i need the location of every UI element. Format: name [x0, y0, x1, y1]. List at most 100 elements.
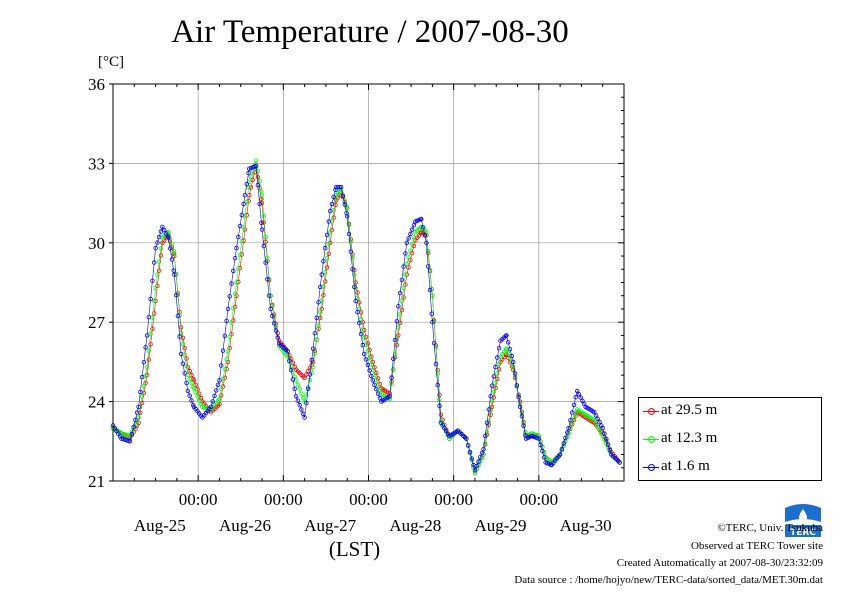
data-point — [469, 456, 474, 461]
data-point — [575, 388, 580, 394]
data-point — [323, 270, 328, 275]
data-point — [496, 346, 502, 351]
data-point — [275, 335, 280, 340]
data-point — [399, 307, 405, 313]
data-point — [227, 294, 232, 299]
y-axis-unit-label: [°C] — [98, 54, 124, 70]
data-point — [481, 447, 486, 452]
data-point — [391, 356, 396, 361]
data-point — [306, 369, 311, 374]
data-point — [166, 229, 171, 235]
data-point — [310, 365, 316, 370]
data-point — [397, 290, 403, 296]
x-tick-time-label: 00:00 — [264, 490, 303, 509]
data-point — [191, 378, 197, 383]
data-point — [259, 192, 265, 198]
data-point — [285, 349, 290, 354]
data-point — [401, 295, 406, 300]
data-point — [153, 298, 158, 304]
data-point — [607, 447, 612, 453]
data-point — [316, 300, 321, 305]
data-point — [239, 212, 244, 218]
data-point — [503, 333, 508, 339]
data-point — [146, 315, 151, 320]
data-point — [156, 259, 162, 264]
data-point — [255, 168, 261, 174]
data-point — [365, 349, 370, 354]
data-point — [511, 359, 516, 365]
data-point — [312, 351, 318, 356]
data-point — [293, 394, 299, 399]
data-point — [571, 416, 577, 421]
data-point — [507, 347, 513, 352]
data-point — [489, 404, 495, 410]
data-point — [493, 364, 498, 370]
y-tick-label: 30 — [88, 234, 105, 253]
data-point — [514, 383, 519, 388]
data-point — [248, 174, 254, 179]
data-point — [570, 410, 575, 415]
x-tick-time-label: 00:00 — [179, 490, 218, 509]
data-point — [155, 272, 160, 277]
data-point — [321, 293, 326, 298]
credit-site: Observed at TERC Tower site — [690, 540, 823, 552]
data-point — [210, 399, 215, 404]
data-point — [346, 222, 352, 228]
data-point — [396, 333, 401, 338]
data-point — [180, 341, 186, 346]
data-point — [304, 400, 309, 406]
data-point — [350, 255, 355, 261]
data-point — [250, 177, 255, 183]
data-point — [141, 383, 147, 389]
legend-label-12-3m: at 12.3 m — [661, 430, 718, 446]
data-point — [229, 320, 234, 325]
data-point — [329, 201, 335, 207]
data-point — [495, 371, 500, 376]
data-point — [488, 412, 493, 417]
series-line — [112, 160, 620, 475]
y-tick-label: 27 — [88, 313, 106, 332]
data-point — [486, 407, 491, 412]
data-point — [301, 395, 306, 401]
data-point — [394, 342, 400, 348]
data-point — [259, 220, 264, 225]
data-point — [372, 382, 377, 387]
data-point — [151, 260, 157, 265]
data-point — [340, 193, 346, 199]
data-point — [538, 442, 543, 448]
data-point — [597, 419, 602, 425]
data-point — [348, 249, 353, 254]
data-point — [288, 367, 294, 373]
data-point — [491, 374, 496, 379]
data-point — [306, 386, 311, 391]
terc-logo: TERC — [783, 502, 823, 538]
data-point — [297, 387, 302, 392]
data-point — [406, 236, 411, 241]
data-point — [127, 439, 133, 444]
data-point — [339, 184, 344, 190]
series-line — [112, 165, 620, 475]
data-point — [357, 320, 362, 326]
data-point — [418, 225, 423, 230]
data-point — [304, 392, 309, 397]
data-point — [491, 390, 496, 395]
data-point — [389, 375, 394, 380]
data-point — [389, 381, 394, 387]
data-point — [318, 284, 323, 290]
data-point — [182, 346, 187, 351]
data-point — [352, 284, 357, 290]
data-point — [503, 347, 508, 352]
data-point — [232, 256, 238, 261]
data-point — [227, 345, 232, 351]
data-point — [329, 218, 335, 224]
data-point — [261, 220, 266, 225]
data-point — [563, 435, 568, 441]
data-point — [323, 245, 328, 251]
data-point — [422, 233, 428, 238]
data-point — [222, 367, 227, 372]
credit-data-source: Data source : /home/hojyo/new/TERC-data/… — [514, 574, 823, 586]
data-point — [244, 199, 249, 205]
data-point — [333, 187, 338, 192]
data-point — [377, 395, 383, 401]
